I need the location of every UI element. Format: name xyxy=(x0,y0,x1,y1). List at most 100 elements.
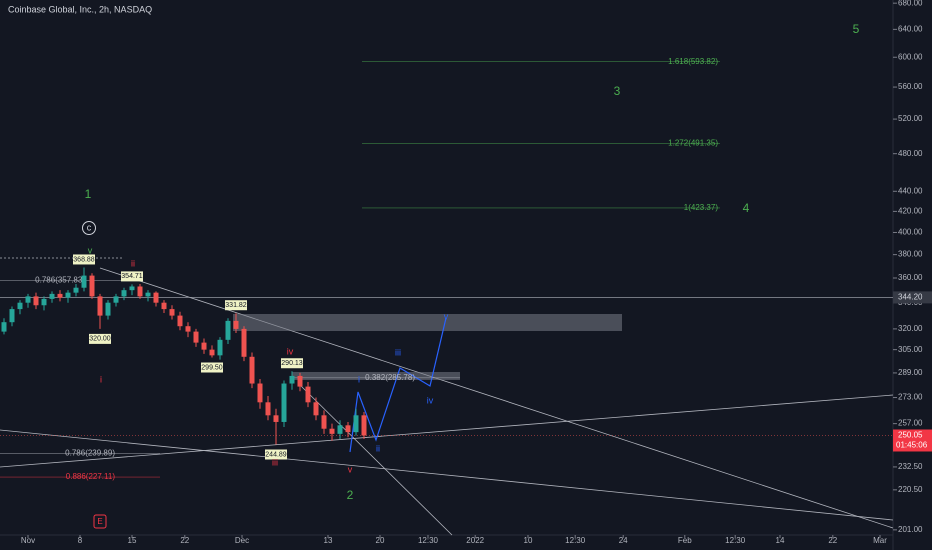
fib-label: 1.618(593.82) xyxy=(668,57,718,66)
trend-lines xyxy=(0,257,894,536)
projection-path xyxy=(349,317,447,453)
wave-label: c xyxy=(87,222,92,232)
x-tick-label: 24 xyxy=(619,536,628,545)
y-tick-label: 320.00 xyxy=(898,324,923,333)
price-tag xyxy=(201,362,223,373)
x-tick-label: Feb xyxy=(678,536,692,545)
x-tick-label: 14 xyxy=(776,536,785,545)
chart-title: Coinbase Global, Inc., 2h, NASDAQ xyxy=(8,4,152,14)
supply-zone xyxy=(292,372,460,380)
y-tick-label: 220.50 xyxy=(898,485,923,494)
candle-body xyxy=(25,296,31,303)
wave-label: 1 xyxy=(85,187,92,201)
candle-body xyxy=(113,296,119,303)
x-tick-label: 15 xyxy=(128,536,137,545)
candle-body xyxy=(329,428,335,434)
fib-label: 0.382(285.78) xyxy=(365,373,415,382)
y-tick-label: 520.00 xyxy=(898,114,923,123)
candle-body xyxy=(193,331,199,343)
fib-label: 1.272(491.35) xyxy=(668,139,718,148)
y-tick-label: 560.00 xyxy=(898,82,923,91)
candle-body xyxy=(249,356,255,384)
x-tick-label: Dec xyxy=(235,536,249,545)
candle-body xyxy=(225,320,231,340)
x-tick-label: 12:30 xyxy=(725,536,746,545)
candle-body xyxy=(313,402,319,416)
fib-label: 0.886(227.11) xyxy=(66,472,116,481)
x-tick-label: 8 xyxy=(78,536,83,545)
wave-label: v xyxy=(444,311,449,321)
candle-body xyxy=(17,302,23,310)
candle-body xyxy=(265,402,271,416)
last-price: 250.05 xyxy=(898,431,923,440)
candle-body xyxy=(129,286,135,291)
y-tick-label: 380.00 xyxy=(898,250,923,259)
price-tag xyxy=(225,300,247,311)
y-tick-label: 273.00 xyxy=(898,393,923,402)
candle-body xyxy=(33,296,39,306)
price-tag-label: 299.50 xyxy=(201,364,223,371)
candle-body xyxy=(201,342,207,350)
candle-body xyxy=(49,293,55,299)
candle-body xyxy=(361,415,367,436)
trend-line xyxy=(99,267,894,529)
candle-body xyxy=(41,298,47,306)
y-tick-label: 305.00 xyxy=(898,345,923,354)
candle-body xyxy=(353,415,359,433)
candle-body xyxy=(177,315,183,327)
fib-label: 0.786(239.89) xyxy=(65,449,115,458)
candle-body xyxy=(321,415,327,429)
y-tick-label: 600.00 xyxy=(898,52,923,61)
fib-label: 0.786(357.83) xyxy=(35,276,85,285)
y-tick-label: 289.00 xyxy=(898,368,923,377)
price-tag-label: 320.00 xyxy=(89,336,111,343)
price-tag xyxy=(281,358,303,369)
x-tick-label: Nov xyxy=(21,536,35,545)
candle-body xyxy=(289,375,295,384)
fib-label: 1(423.37) xyxy=(684,203,719,212)
countdown: 01:45:06 xyxy=(896,441,928,450)
y-tick-label: 480.00 xyxy=(898,149,923,158)
wave-label: v xyxy=(348,464,353,474)
candle-body xyxy=(257,383,263,403)
wave-label: i xyxy=(358,374,360,384)
y-tick-label: 440.00 xyxy=(898,186,923,195)
x-tick-label: 13 xyxy=(324,536,333,545)
x-tick-label: 10 xyxy=(524,536,533,545)
crosshair-tag xyxy=(893,291,932,304)
wave-label: iv xyxy=(427,395,434,405)
earnings-marker: E xyxy=(97,517,102,526)
candle-body xyxy=(169,309,175,316)
trend-line xyxy=(0,429,894,521)
candle-body xyxy=(97,296,103,316)
y-tick-label: 420.00 xyxy=(898,206,923,215)
price-tag-label: 290.13 xyxy=(281,360,303,367)
candle-body xyxy=(305,386,311,403)
wave-label: iv xyxy=(287,346,294,356)
trend-line xyxy=(299,384,453,536)
y-tick-label: 201.00 xyxy=(898,525,923,534)
y-tick-label: 360.00 xyxy=(898,273,923,282)
x-tick-label: Mar xyxy=(873,536,887,545)
x-tick-label: 22 xyxy=(180,536,189,545)
last-price-tag xyxy=(893,429,932,452)
wave-label: ii xyxy=(131,258,135,268)
candle-body xyxy=(137,286,143,297)
y-tick-label: 680.00 xyxy=(898,0,923,7)
wave-label: v xyxy=(88,245,93,255)
wave-label: 4 xyxy=(743,201,750,215)
candle-body xyxy=(185,326,191,332)
candle-body xyxy=(65,292,71,298)
candle-body xyxy=(161,302,167,310)
x-tick-label: 2022 xyxy=(466,536,484,545)
wave-label: 2 xyxy=(347,488,354,502)
x-tick-label: 22 xyxy=(828,536,837,545)
x-tick-label: 12:30 xyxy=(418,536,439,545)
candle-body xyxy=(105,302,111,316)
wave-label: iii xyxy=(272,457,278,467)
wave-label: i xyxy=(100,374,102,384)
candle-body xyxy=(217,339,223,356)
y-tick-label: 257.00 xyxy=(898,419,923,428)
